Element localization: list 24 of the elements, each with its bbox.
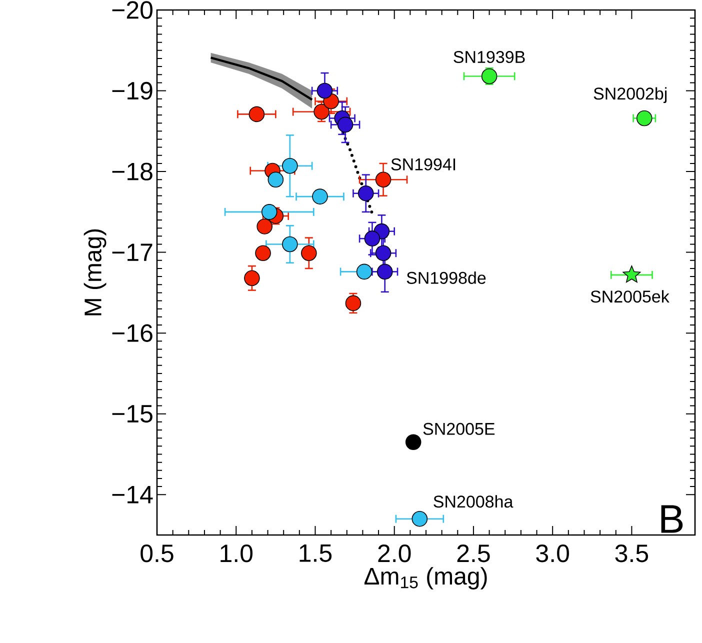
x-tick-label: 0.5 [140,544,174,562]
y-tick-label: −19 [112,82,152,100]
x-tick-label: 3.0 [536,544,569,562]
x-tick-label: 1.5 [300,544,332,562]
annotation: B [661,505,683,533]
annotation: SN2005E [423,422,495,435]
x-tick-label: 2.5 [457,544,490,562]
y-tick-label: −18 [112,162,152,180]
y-tick-label: −17 [112,244,152,261]
y-tick-label: −20 [112,1,152,19]
x-tick-label: 2.0 [378,544,411,562]
annotation: SN1994I [391,158,456,170]
y-axis-title: M (mag) [84,229,106,316]
annotation: SN2002bj [594,87,667,104]
annotation: SN2005ek [590,290,670,303]
x-tick-label: 1.0 [220,544,253,562]
annotation: SN1939B [454,50,525,64]
y-tick-label: −15 [112,405,152,423]
x-tick-label: 3.5 [615,544,648,562]
x-axis-title: Δm$_{15}$ (mag) [364,567,487,590]
annotation: SN1998de [406,271,486,284]
y-tick-label: −14 [112,486,153,504]
annotation: SN2008ha [434,495,514,508]
y-tick-label: −16 [112,324,152,342]
